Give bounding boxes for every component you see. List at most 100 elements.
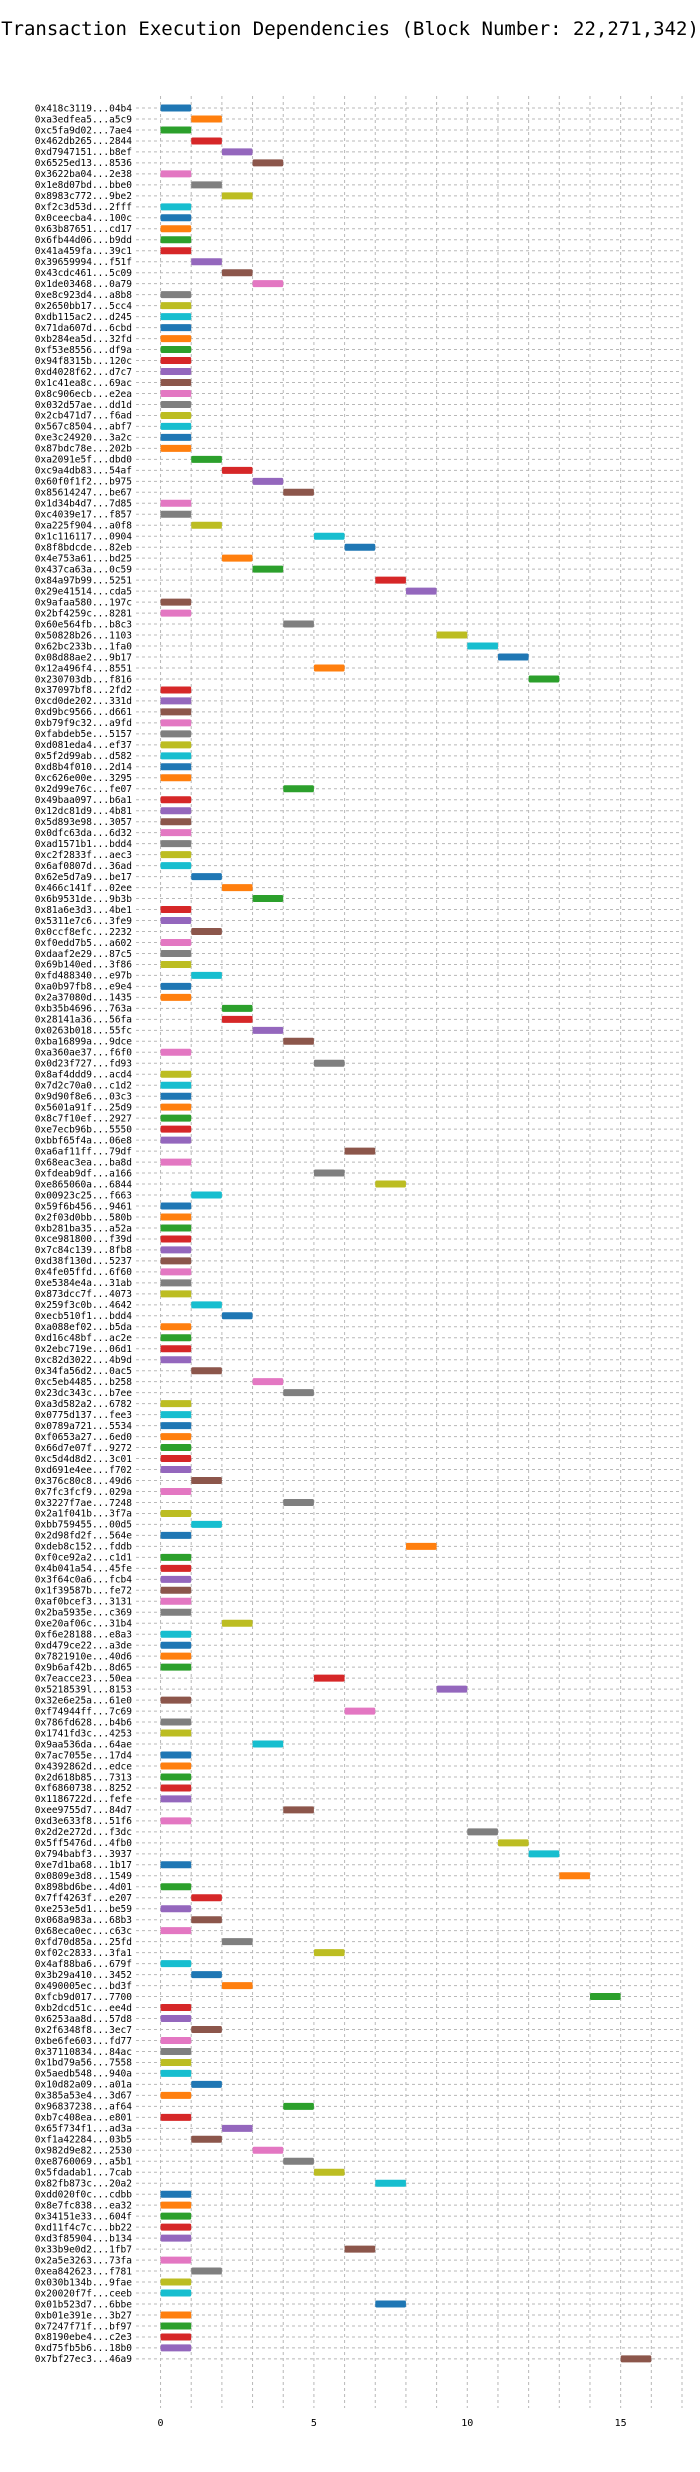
- tx-hash-label: 0xd3f85904...b134: [35, 2233, 133, 2244]
- tx-hash-label: 0x2cb471d7...f6ad: [35, 411, 132, 422]
- tx-bar: [160, 2015, 192, 2023]
- tx-bar: [160, 609, 192, 617]
- tx-bar: [191, 1916, 222, 1924]
- tx-bar: [160, 829, 192, 837]
- tx-bar: [191, 2026, 222, 2033]
- tx-bar: [160, 1729, 192, 1737]
- tx-bar: [160, 1641, 192, 1649]
- tx-hash-label: 0xf2c3d53d...2fff: [35, 202, 132, 213]
- tx-hash-label: 0x69b140ed...3f86: [35, 960, 133, 971]
- tx-bar: [252, 280, 284, 288]
- tx-hash-label: 0x2ebc719e...06d1: [35, 1344, 133, 1355]
- tx-hash-label: 0x1186722d...fefe: [35, 1794, 133, 1805]
- tx-bar: [467, 1828, 498, 1836]
- x-tick-label: 15: [615, 2418, 627, 2429]
- tx-bar: [160, 2256, 192, 2264]
- tx-bar: [160, 1751, 192, 1759]
- tx-bar: [160, 1158, 192, 1166]
- tx-hash-label: 0xc626e00e...3295: [35, 773, 132, 784]
- tx-hash-label: 0xe3c24920...3a2c: [35, 433, 132, 444]
- tx-bar: [160, 444, 192, 452]
- tx-hash-label: 0x5d893e98...3057: [35, 817, 132, 828]
- tx-hash-label: 0x6253aa8d...57d8: [35, 2014, 133, 2025]
- tx-bar: [497, 653, 529, 661]
- tx-bar: [160, 1487, 192, 1495]
- tx-bar: [620, 2355, 652, 2363]
- tx-bar: [160, 1597, 192, 1605]
- tx-hash-label: 0x5f2d99ab...d582: [35, 751, 132, 762]
- tx-hash-label: 0x84a97b99...5251: [35, 575, 133, 586]
- tx-bar: [344, 543, 376, 551]
- tx-bar: [191, 1520, 222, 1528]
- tx-bar: [405, 1542, 437, 1550]
- tx-hash-label: 0x82fb873c...20a2: [35, 2179, 132, 2190]
- tx-hash-label: 0x8983c772...9be2: [35, 191, 132, 202]
- tx-bar: [191, 455, 222, 463]
- tx-bar: [160, 1103, 192, 1111]
- tx-bar: [160, 1817, 192, 1825]
- tx-bar: [313, 1674, 345, 1682]
- tx-hash-label: 0x60e564fb...b8c3: [35, 619, 132, 630]
- tx-hash-label: 0x39659994...f51f: [35, 257, 132, 268]
- tx-bar: [160, 170, 192, 178]
- tx-bar: [313, 532, 345, 540]
- tx-hash-label: 0x5218539l...8153: [35, 1684, 132, 1695]
- tx-hash-label: 0x12a496f4...8551: [35, 663, 133, 674]
- tx-hash-label: 0xe8760069...a5b1: [35, 2157, 133, 2168]
- tx-hash-label: 0x1c116117...0904: [35, 532, 133, 543]
- tx-hash-label: 0xfabdeb5e...5157: [35, 729, 132, 740]
- tx-hash-label: 0x030b134b...9fae: [35, 2277, 133, 2288]
- tx-bar: [160, 1861, 192, 1869]
- tx-bar: [221, 1004, 253, 1012]
- tx-hash-label: 0xecb510f1...bdd4: [35, 1311, 133, 1322]
- tx-bar: [160, 1323, 192, 1331]
- tx-hash-label: 0x7821910e...40d6: [35, 1651, 133, 1662]
- tx-hash-label: 0xfd70d85a...25fd: [35, 1937, 132, 1948]
- tx-hash-label: 0x1e8d07bd...bbe0: [35, 180, 133, 191]
- tx-bar: [160, 346, 192, 354]
- tx-hash-label: 0xce981800...f39d: [35, 1234, 132, 1245]
- tx-bar: [160, 2091, 192, 2099]
- tx-bar: [160, 510, 192, 518]
- tx-hash-label: 0x7ff4263f...e207: [35, 1893, 132, 1904]
- tx-hash-label: 0xbbf65f4a...06e8: [35, 1135, 133, 1146]
- tx-hash-label: 0x3f64c0a6...fcb4: [35, 1575, 133, 1586]
- tx-hash-label: 0x4e753a61...bd25: [35, 553, 132, 564]
- tx-hash-label: 0xf74944ff...7c69: [35, 1706, 133, 1717]
- tx-bar: [252, 477, 284, 485]
- tx-bar: [160, 2278, 192, 2286]
- tx-bar: [313, 1949, 345, 1957]
- tx-bar: [160, 1433, 192, 1441]
- tx-bar: [160, 2234, 192, 2242]
- tx-hash-label: 0xfcb9d017...7700: [35, 1992, 133, 2003]
- tx-bar: [160, 1531, 192, 1539]
- tx-bar: [497, 1839, 529, 1847]
- tx-hash-label: 0x5311e7c6...3fe9: [35, 916, 133, 927]
- tx-hash-label: 0x66d7e07f...9272: [35, 1443, 132, 1454]
- tx-hash-label: 0xa225f904...a0f8: [35, 521, 133, 532]
- tx-bar: [160, 906, 192, 914]
- tx-bar: [160, 752, 192, 760]
- tx-hash-label: 0xd11f4c7c...bb22: [35, 2222, 132, 2233]
- tx-bar: [160, 357, 192, 365]
- tx-hash-label: 0xf0653a27...6ed0: [35, 1432, 133, 1443]
- tx-bar: [160, 1356, 192, 1364]
- tx-bar: [191, 137, 222, 145]
- tx-hash-label: 0x873dcc7f...4073: [35, 1289, 132, 1300]
- tx-hash-label: 0x068a983a...68b3: [35, 1915, 132, 1926]
- tx-hash-label: 0xfd488340...e97b: [35, 971, 133, 982]
- tx-bar: [160, 1905, 192, 1913]
- tx-bar: [160, 1444, 192, 1452]
- tx-hash-label: 0x6b9531de...9b3b: [35, 894, 133, 905]
- tx-bar: [160, 1092, 192, 1100]
- tx-hash-label: 0x2bf4259c...8281: [35, 608, 133, 619]
- tx-bar: [283, 1498, 314, 1506]
- tx-bar: [221, 1312, 253, 1320]
- tx-hash-label: 0xd4028f62...d7c7: [35, 367, 132, 378]
- tx-hash-label: 0x466c141f...02ee: [35, 883, 133, 894]
- tx-hash-label: 0xa3edfea5...a5c9: [35, 114, 133, 125]
- tx-hash-label: 0x7c84c139...8fb8: [35, 1245, 133, 1256]
- tx-bar: [160, 1411, 192, 1419]
- tx-hash-label: 0x1bd79a56...7558: [35, 2058, 133, 2069]
- tx-hash-label: 0x2d98fd2f...564e: [35, 1531, 133, 1542]
